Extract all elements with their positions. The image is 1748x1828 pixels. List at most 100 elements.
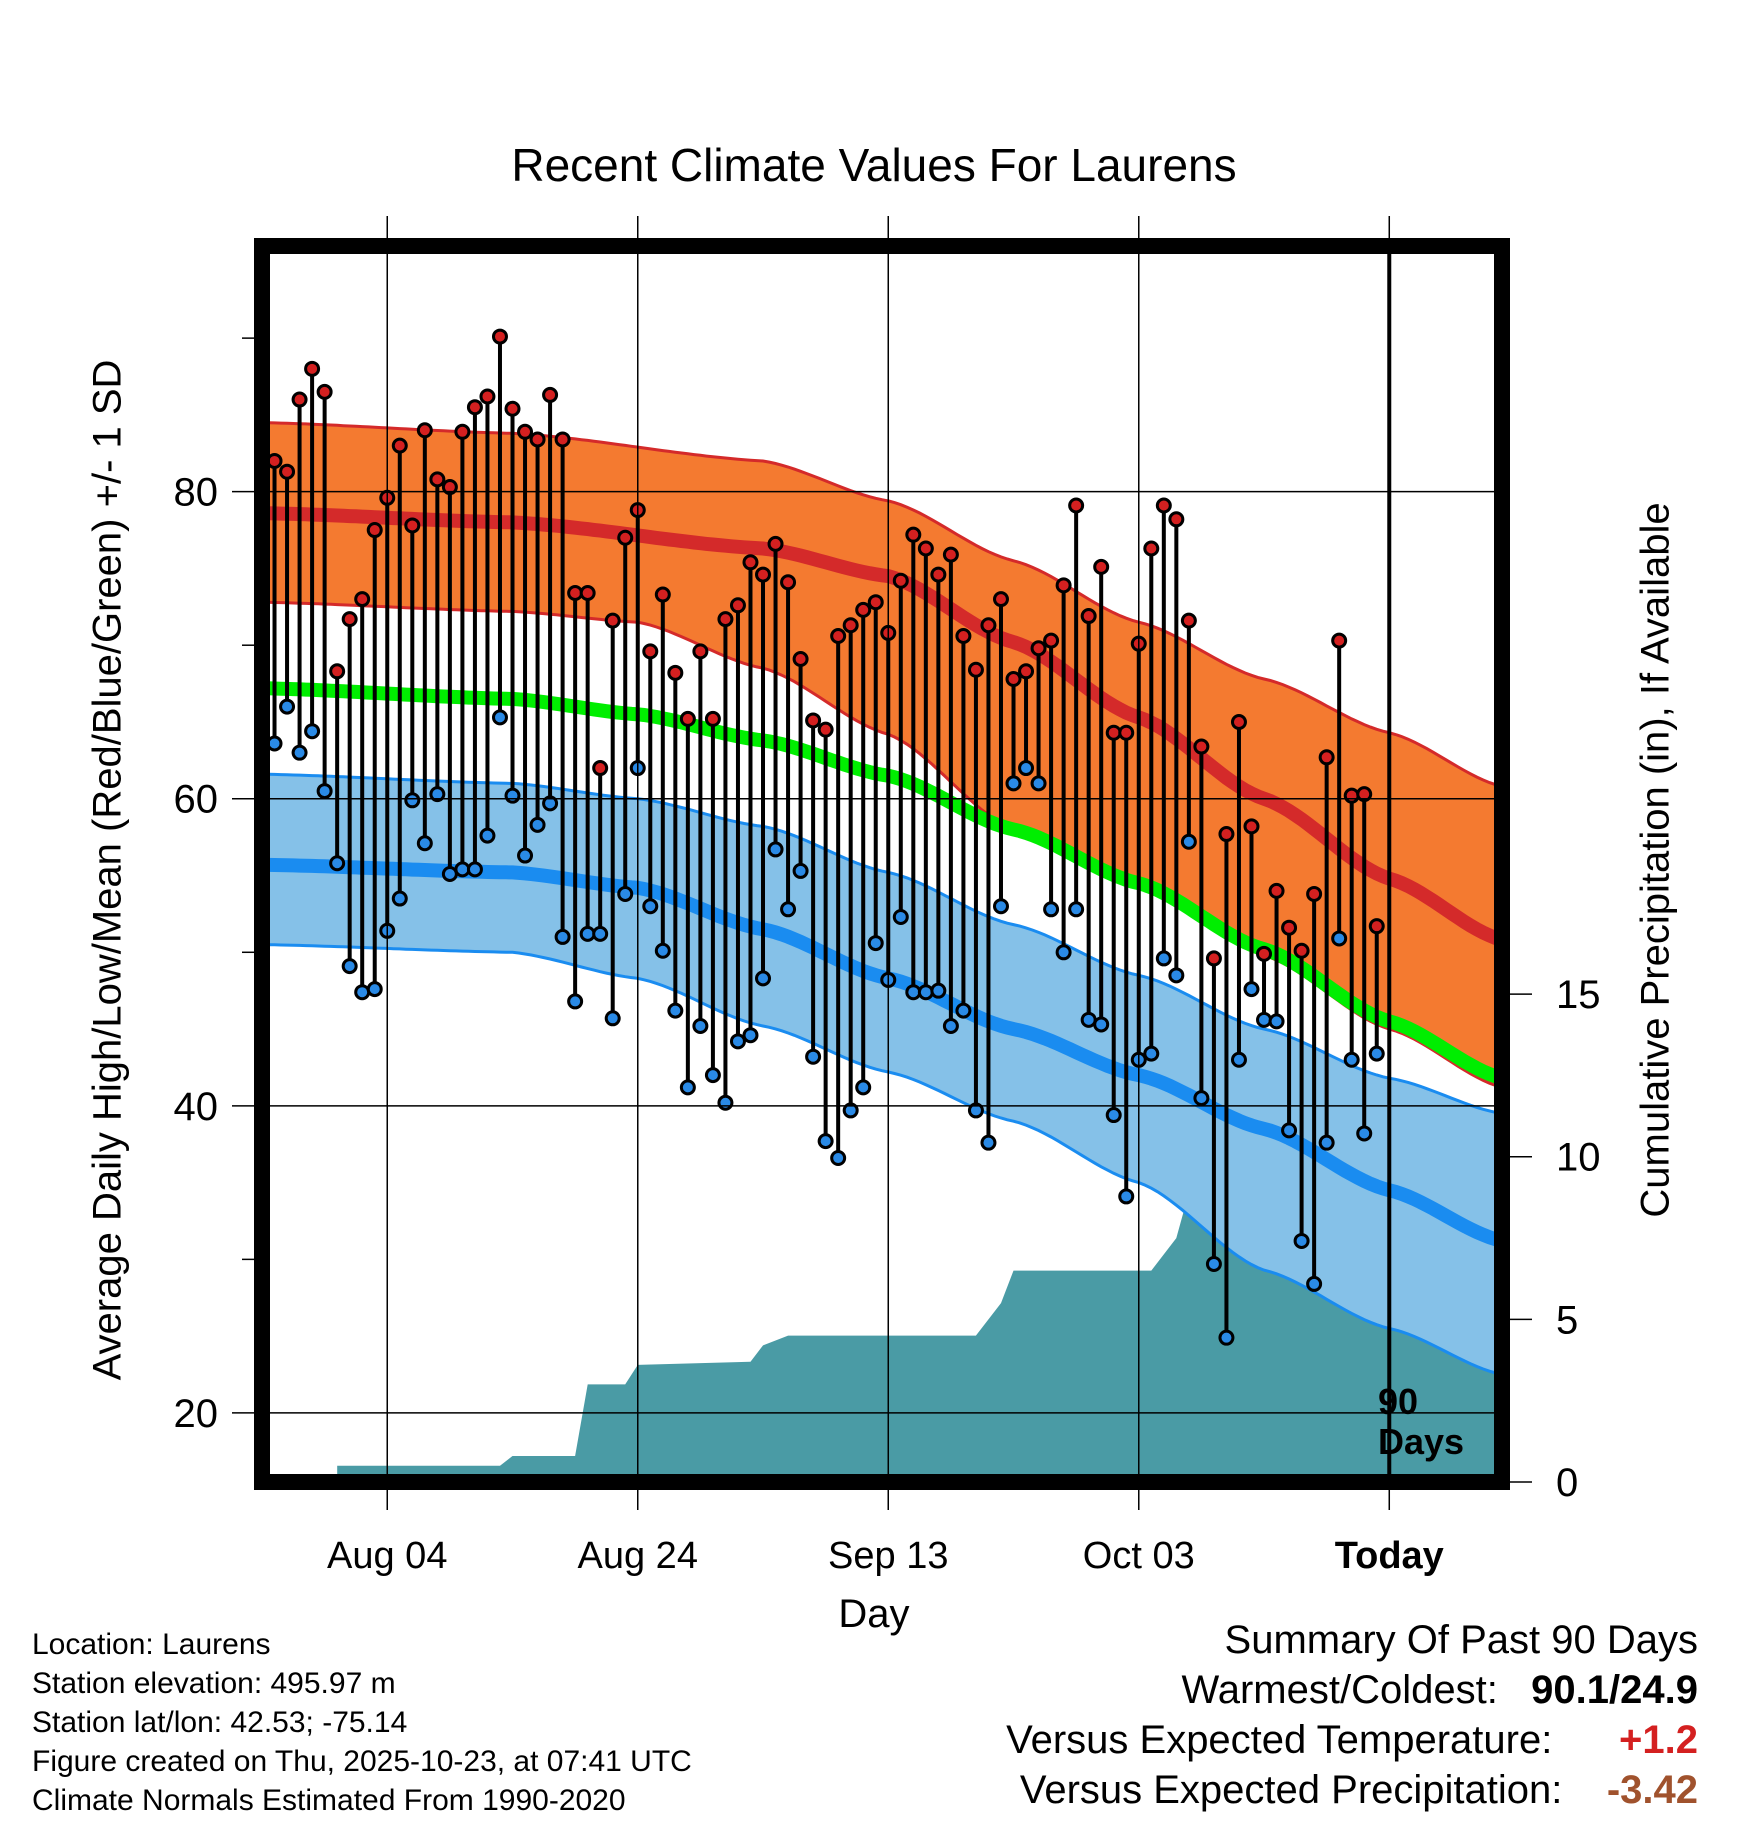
daily-high-point xyxy=(1018,663,1035,680)
daily-high-point xyxy=(316,383,333,400)
daily-low-point xyxy=(767,841,784,858)
x-tick-label: Oct 03 xyxy=(1083,1535,1195,1577)
daily-high-point xyxy=(479,388,496,405)
plot-area xyxy=(262,328,1502,1482)
daily-high-point xyxy=(654,586,671,603)
daily-high-point xyxy=(429,471,446,488)
daily-low-point xyxy=(792,862,809,879)
daily-high-point xyxy=(517,423,534,440)
daily-low-point xyxy=(642,898,659,915)
daily-low-point xyxy=(654,942,671,959)
y-tick-label: 60 xyxy=(174,778,219,822)
daily-high-point xyxy=(1043,632,1060,649)
daily-low-point xyxy=(942,1017,959,1034)
secondary-y-axis-label: Cumulative Precipitation (in), If Availa… xyxy=(1633,502,1678,1218)
y-tick-label: 20 xyxy=(174,1392,219,1436)
x-axis-label: Day xyxy=(838,1592,910,1636)
daily-low-point xyxy=(917,984,934,1001)
daily-low-point xyxy=(692,1017,709,1034)
daily-low-point xyxy=(1043,901,1060,918)
daily-low-point xyxy=(679,1079,696,1096)
info-latlon: Station lat/lon: 42.53; -75.14 xyxy=(32,1706,408,1739)
daily-low-point xyxy=(780,901,797,918)
daily-high-point xyxy=(755,566,772,583)
daily-low-point xyxy=(980,1134,997,1151)
daily-high-point xyxy=(1356,786,1373,803)
daily-low-point xyxy=(729,1033,746,1050)
info-location: Location: Laurens xyxy=(32,1628,271,1661)
daily-high-point xyxy=(780,574,797,591)
daily-high-point xyxy=(1368,918,1385,935)
x-tick-label: Today xyxy=(1335,1535,1444,1577)
daily-low-point xyxy=(1281,1122,1298,1139)
daily-high-point xyxy=(930,566,947,583)
daily-high-point xyxy=(391,437,408,454)
daily-low-point xyxy=(1093,1016,1110,1033)
daily-low-point xyxy=(617,885,634,902)
y-tick-label: 40 xyxy=(174,1085,219,1129)
daily-low-point xyxy=(1205,1255,1222,1272)
daily-low-point xyxy=(1256,1011,1273,1028)
daily-low-point xyxy=(1318,1134,1335,1151)
daily-low-point xyxy=(930,982,947,999)
today-marker-label: 90 Days xyxy=(1378,1381,1465,1462)
daily-high-point xyxy=(592,760,609,777)
daily-high-point xyxy=(1143,540,1160,557)
daily-low-point xyxy=(1118,1188,1135,1205)
low-band-lower-edge xyxy=(262,943,1502,1376)
daily-high-point xyxy=(792,651,809,668)
daily-low-point xyxy=(704,1067,721,1084)
y2-tick-label: 10 xyxy=(1556,1136,1601,1180)
daily-high-point xyxy=(1218,826,1235,843)
daily-low-point xyxy=(667,1002,684,1019)
daily-high-point xyxy=(1281,919,1298,936)
daily-high-point xyxy=(404,517,421,534)
low-band-upper-edge xyxy=(262,772,1502,1115)
daily-low-point xyxy=(466,861,483,878)
daily-high-point xyxy=(905,526,922,543)
daily-high-point xyxy=(1193,738,1210,755)
daily-high-point xyxy=(1205,950,1222,967)
summary-temp-row: Versus Expected Temperature: +1.2 xyxy=(1006,1718,1698,1763)
daily-high-point xyxy=(1318,749,1335,766)
daily-low-point xyxy=(992,898,1009,915)
daily-high-point xyxy=(1230,713,1247,730)
daily-high-point xyxy=(1005,670,1022,687)
daily-low-point xyxy=(1105,1107,1122,1124)
daily-observations xyxy=(262,328,1385,1346)
daily-high-point xyxy=(642,643,659,660)
daily-high-point xyxy=(341,611,358,628)
daily-high-point xyxy=(842,617,859,634)
daily-high-point xyxy=(767,535,784,552)
daily-low-point xyxy=(967,1102,984,1119)
daily-high-point xyxy=(805,712,822,729)
daily-low-point xyxy=(1306,1275,1323,1292)
daily-low-point xyxy=(717,1094,734,1111)
daily-high-point xyxy=(1118,724,1135,741)
daily-high-point xyxy=(679,710,696,727)
daily-low-point xyxy=(554,928,571,945)
daily-low-point xyxy=(1243,981,1260,998)
axes-ticks: Aug 04 Aug 24 Sep 13 Oct 03 Today 20 40 60 80 0 5 1… xyxy=(174,216,1601,1577)
daily-high-point xyxy=(416,422,433,439)
daily-high-point xyxy=(554,431,571,448)
summary-temp-value: +1.2 xyxy=(1619,1718,1698,1762)
daily-high-point xyxy=(942,546,959,563)
daily-low-point xyxy=(404,792,421,809)
daily-low-point xyxy=(1180,833,1197,850)
summary-warmest-label: Warmest/Coldest: xyxy=(1181,1668,1498,1712)
daily-low-point xyxy=(1168,967,1185,984)
daily-high-point xyxy=(992,591,1009,608)
daily-low-point xyxy=(805,1048,822,1065)
daily-low-point xyxy=(429,786,446,803)
daily-high-point xyxy=(1293,942,1310,959)
y-axis-label: Average Daily High/Low/Mean (Red/Blue/Gr… xyxy=(85,359,130,1381)
daily-high-point xyxy=(1331,632,1348,649)
daily-high-point xyxy=(1180,612,1197,629)
daily-low-point xyxy=(1155,950,1172,967)
daily-high-point xyxy=(980,617,997,634)
y2-tick-label: 15 xyxy=(1556,973,1601,1017)
summary-precip-value: -3.42 xyxy=(1606,1768,1698,1812)
daily-low-point xyxy=(604,1010,621,1027)
daily-high-point xyxy=(1306,885,1323,902)
